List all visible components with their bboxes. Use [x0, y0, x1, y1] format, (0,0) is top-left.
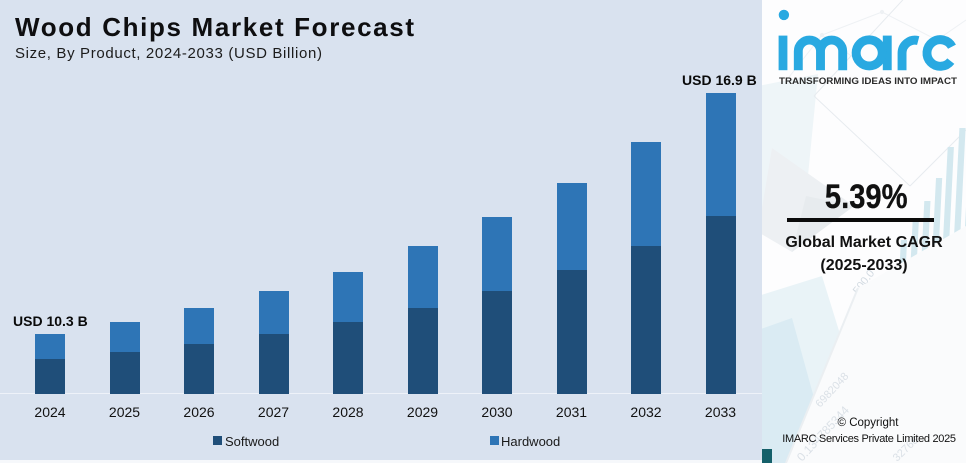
svg-text:TRANSFORMING IDEAS INTO IMPACT: TRANSFORMING IDEAS INTO IMPACT — [779, 76, 958, 86]
